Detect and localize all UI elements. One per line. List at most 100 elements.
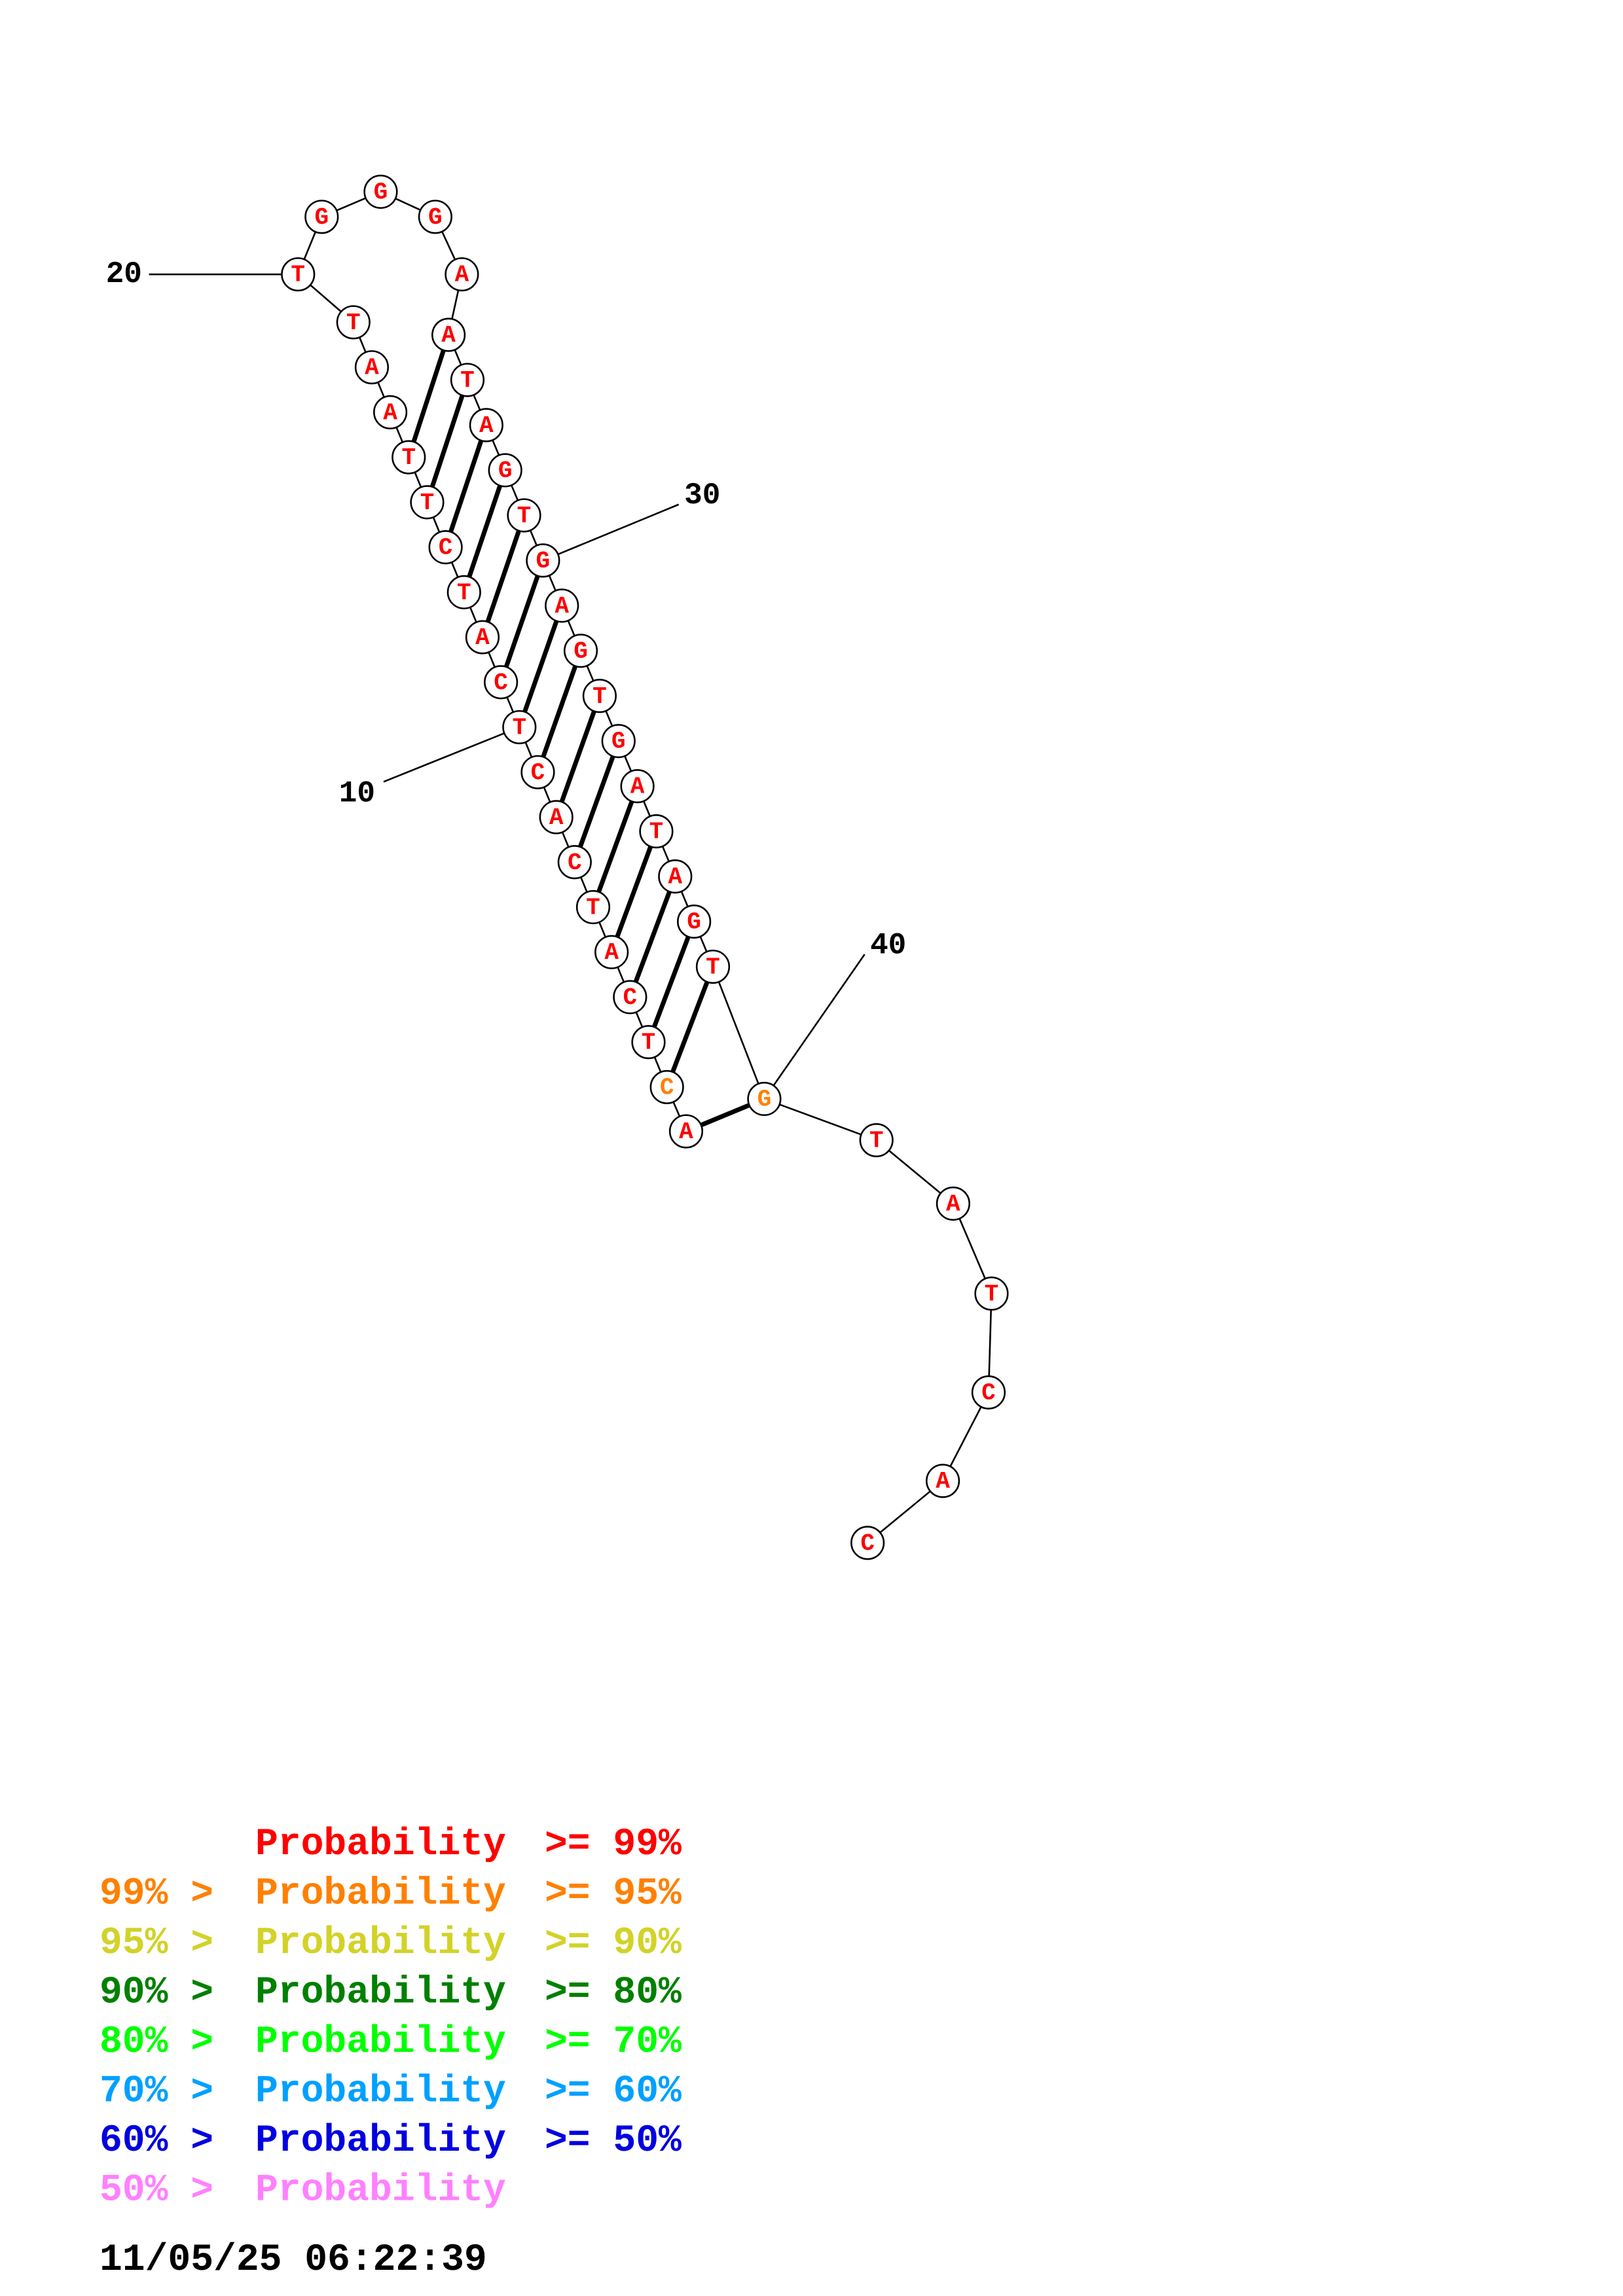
position-labels: 10 20 30 40 (106, 257, 906, 1086)
legend-label: Probability (255, 2120, 506, 2162)
nucleotide-circle (575, 889, 611, 925)
nucleotide-circle (859, 1122, 894, 1158)
nucleotide: G (488, 453, 522, 488)
nucleotide: T (695, 949, 731, 984)
nucleotide-circle (971, 1375, 1006, 1410)
nucleotide: A (354, 350, 390, 385)
nucleotide-letter: T (346, 310, 361, 336)
legend-suffix: >= 90% (545, 1922, 682, 1965)
legend-row: 50% > Probability (100, 2170, 506, 2212)
nucleotide-letter: A (668, 864, 682, 891)
nucleotide: T (639, 814, 674, 849)
base-pair-bond (522, 620, 559, 713)
legend-row: 80% > Probability >= 70% (100, 2021, 682, 2064)
legend-suffix: >= 60% (545, 2071, 682, 2113)
legend-label: Probability (255, 2170, 506, 2212)
nucleotide-letter: T (420, 490, 435, 516)
nucleotide-letter: A (555, 593, 569, 620)
legend-prefix: 90% > (100, 1972, 213, 2015)
nucleotide: T (336, 305, 371, 340)
nucleotide: G (677, 904, 712, 939)
nucleotide: T (410, 485, 445, 520)
position-label-leader (773, 954, 866, 1086)
nucleotide-letter: T (869, 1128, 884, 1155)
legend-suffix: >= 70% (545, 2021, 682, 2064)
nucleotide-letter: C (860, 1530, 875, 1557)
nucleotide: C (520, 755, 555, 789)
legend-label: Probability (255, 2071, 506, 2113)
nucleotide: A (373, 395, 408, 429)
legend-label: Probability (255, 2021, 506, 2064)
nucleotide-letter: T (985, 1281, 999, 1308)
nucleotide: G (601, 724, 636, 759)
nucleotide-circle (484, 665, 519, 700)
nucleotide: G (418, 200, 452, 234)
nucleotide-circle (428, 530, 463, 565)
legend-prefix: 80% > (100, 2021, 213, 2064)
nucleotide: A (465, 620, 500, 655)
nucleotide: C (649, 1069, 684, 1105)
legend-suffix: >= 99% (545, 1823, 682, 1866)
base-pairs (411, 350, 750, 1128)
base-pair-bond (429, 394, 465, 488)
nucleotide: T (631, 1025, 666, 1060)
nucleotide-circle (363, 174, 398, 209)
nucleotide: G (526, 543, 560, 578)
legend-suffix: >= 80% (545, 1972, 682, 2015)
nucleotide-circle (469, 408, 503, 442)
nucleotide-letter: A (679, 1119, 693, 1145)
nucleotide-letter: T (401, 444, 416, 471)
legend-row: 70% > Probability >= 60% (100, 2071, 682, 2113)
nucleotide-letter: G (757, 1086, 772, 1113)
nucleotide: T (575, 889, 611, 925)
nucleotide-letter: G (536, 548, 551, 575)
legend-row: 95% > Probability >= 90% (100, 1922, 682, 1965)
nucleotide: A (431, 317, 466, 352)
nucleotide-letter: G (498, 457, 513, 484)
nucleotide-circle (539, 800, 574, 834)
nucleotide: G (563, 634, 598, 668)
nucleotide-circle (747, 1081, 782, 1117)
base-pair-bond (411, 350, 446, 443)
nucleotide-letter: G (374, 179, 388, 206)
nucleotide-circle (354, 350, 390, 385)
nucleotide-circle (582, 679, 617, 713)
nucleotide-circle (668, 1114, 704, 1149)
nucleotide: T (859, 1122, 894, 1158)
nucleotide-circle (507, 498, 541, 533)
nucleotide: C (484, 665, 519, 700)
nucleotide-circle (850, 1526, 885, 1560)
nucleotide: A (658, 859, 693, 894)
nucleotide-circle (658, 859, 693, 894)
base-pair-bond (670, 980, 710, 1073)
nucleotide-circle (557, 845, 592, 880)
nucleotide-circle (936, 1186, 970, 1221)
position-label: 20 (106, 257, 142, 291)
legend: Probability >= 99%99% > Probability >= 95%9… (100, 1823, 682, 2212)
nucleotide: T (974, 1276, 1009, 1311)
nucleotide-letter: T (517, 503, 532, 529)
nucleotide-letter: G (428, 204, 443, 231)
base-pair-bond (615, 846, 653, 938)
nucleotide-circle (304, 200, 339, 234)
nucleotide-letter: T (512, 715, 526, 742)
nucleotide-circle (520, 755, 555, 789)
nucleotide-circle (613, 980, 647, 1014)
nucleotide-letter: C (531, 759, 545, 786)
nucleotide-circle (418, 200, 452, 234)
nucleotide-circle (447, 575, 481, 609)
nucleotide-letter: C (494, 670, 508, 696)
nucleotide-circle (281, 257, 316, 292)
nucleotide-circle (601, 724, 636, 759)
nucleotide: A (668, 1114, 704, 1149)
nucleotide: C (428, 530, 463, 565)
backbone-segment (712, 966, 765, 1100)
nucleotide-letter: T (291, 262, 305, 289)
nucleotide: C (557, 845, 592, 880)
nucleotide-letter: C (660, 1074, 674, 1101)
base-pair-bond (467, 484, 503, 578)
nucleotide-letter: G (687, 909, 701, 936)
nucleotide-letter: A (604, 939, 619, 966)
nucleotide: A (545, 588, 579, 623)
position-label-leader (557, 503, 680, 556)
